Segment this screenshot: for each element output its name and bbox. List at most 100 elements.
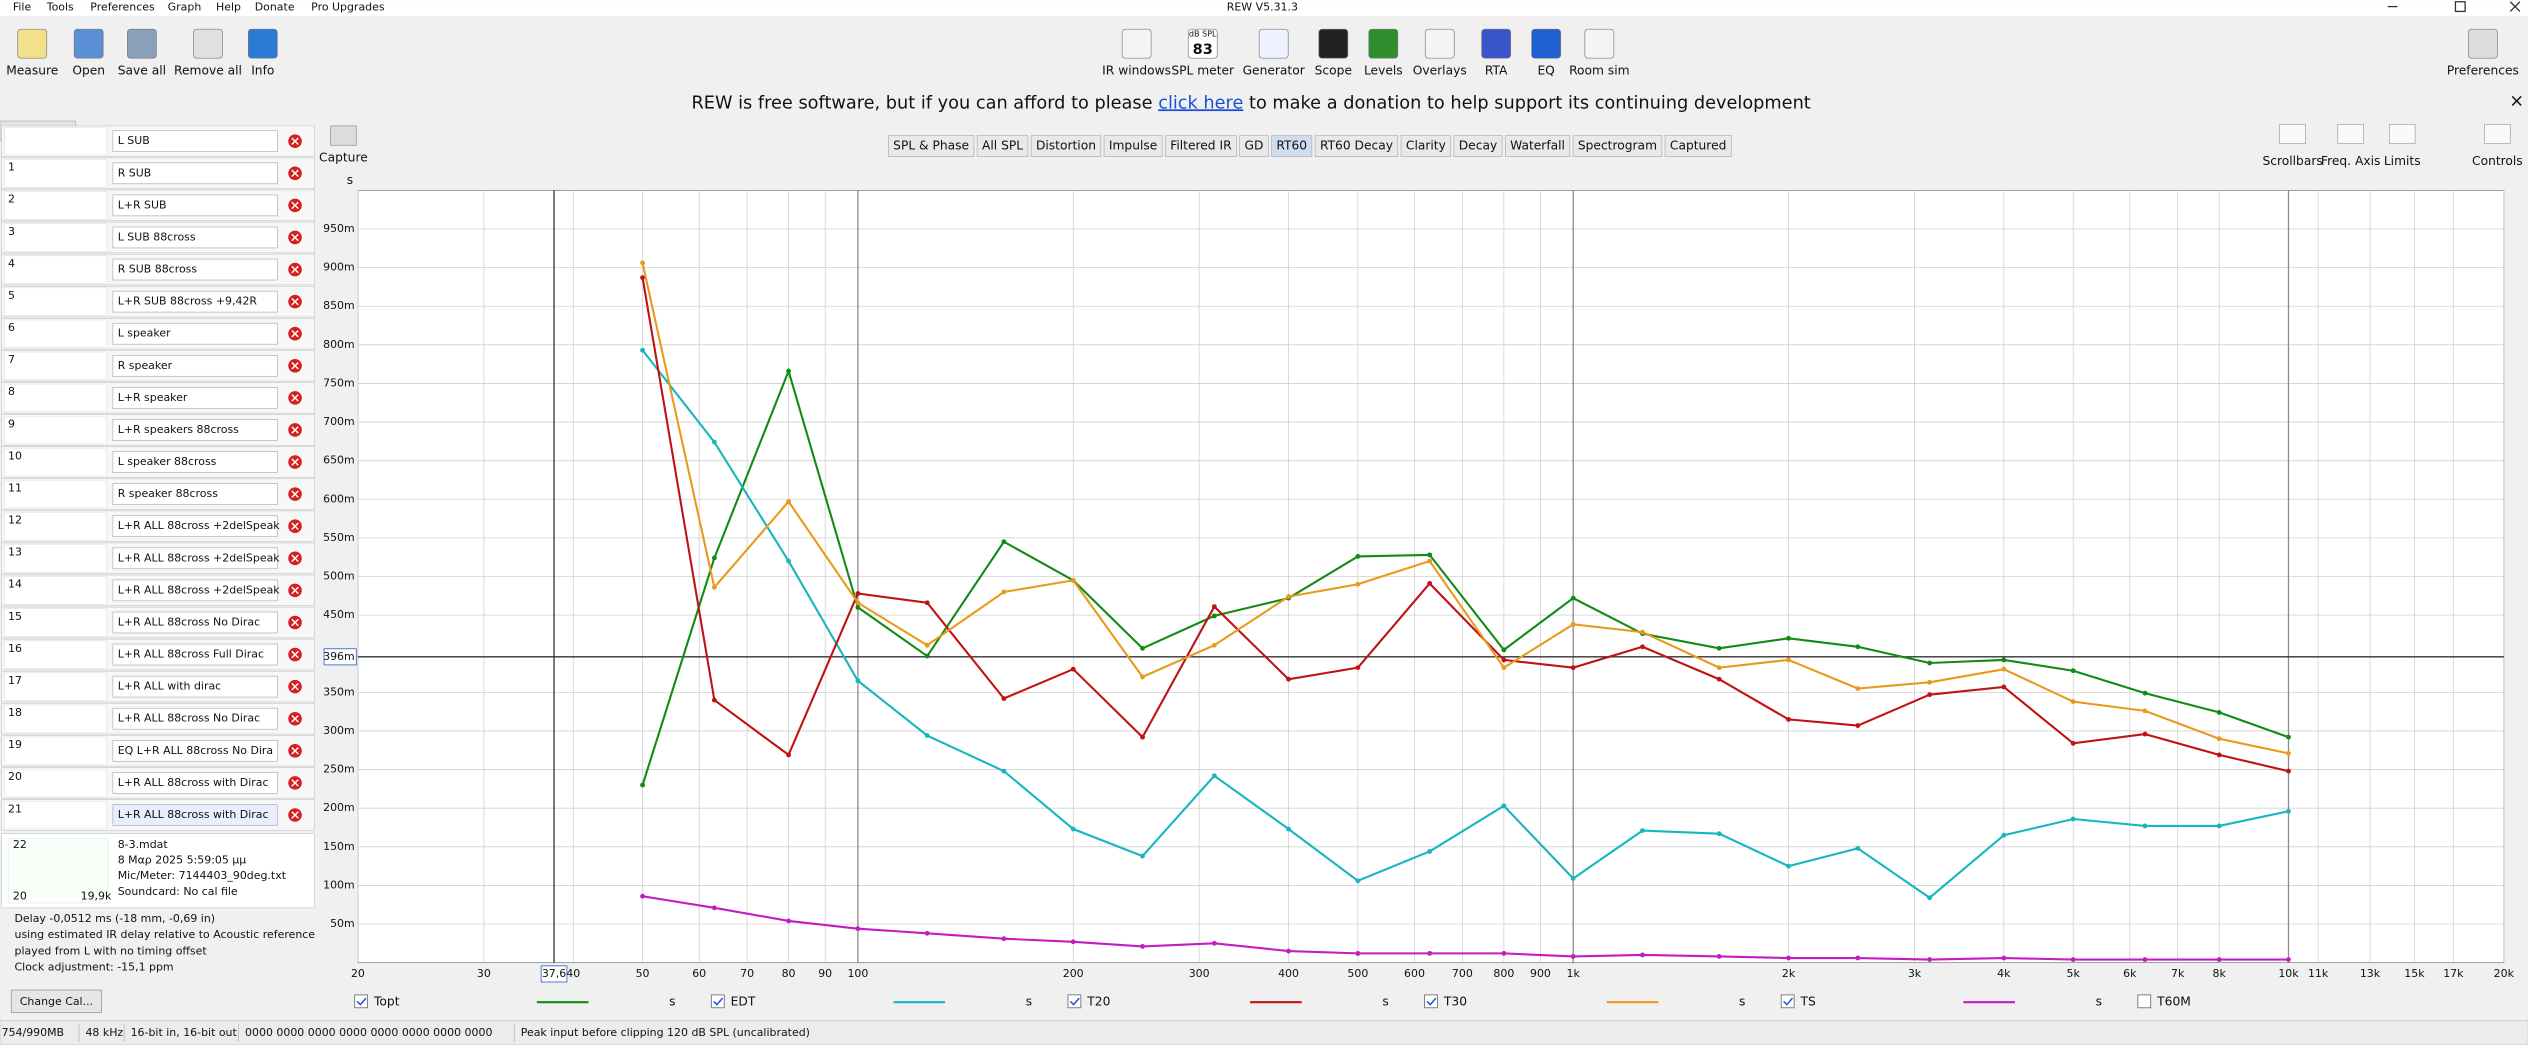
graph-tab-label[interactable]: Captured xyxy=(1670,139,1726,153)
measurement-name-box[interactable] xyxy=(112,387,278,409)
toolbar-icon[interactable] xyxy=(1424,28,1455,59)
graph-tab-label[interactable]: GD xyxy=(1245,139,1264,153)
graph-tab[interactable] xyxy=(888,135,975,157)
toolbar-label[interactable]: Levels xyxy=(1364,64,1403,78)
measurement-name-box[interactable] xyxy=(112,194,278,217)
graph-tab-label[interactable]: Decay xyxy=(1459,139,1497,153)
measurement-name[interactable]: L SUB 88cross xyxy=(118,230,196,243)
graph-tab-label[interactable]: Impulse xyxy=(1109,139,1157,153)
toolbar-icon[interactable] xyxy=(1187,28,1218,59)
legend-name[interactable]: T20 xyxy=(1086,995,1110,1009)
toolbar-icon[interactable] xyxy=(1368,28,1399,59)
graph-control-label[interactable]: Freq. Axis xyxy=(2321,154,2380,168)
graph-tab[interactable] xyxy=(1314,135,1399,157)
toolbar-icon[interactable] xyxy=(193,28,223,59)
toolbar-icon[interactable] xyxy=(1121,28,1152,59)
graph-tab-label[interactable]: RT60 xyxy=(1276,139,1307,153)
measurement-name[interactable]: L+R speaker xyxy=(118,391,188,404)
measurement-name[interactable]: L+R ALL 88cross +2delSpeak xyxy=(118,519,281,532)
toolbar-label[interactable]: RTA xyxy=(1485,64,1508,78)
graph-tab[interactable] xyxy=(1504,135,1571,157)
graph-control-label[interactable]: Limits xyxy=(2384,154,2421,168)
capture-label[interactable]: Capture xyxy=(319,151,368,165)
measurement-name[interactable]: L+R ALL 88cross Full Dirac xyxy=(118,648,264,661)
measurement-name-box[interactable] xyxy=(112,226,278,249)
measurement-name-box[interactable] xyxy=(112,130,278,153)
window-buttons[interactable] xyxy=(2387,1,2521,13)
measurement-name-box[interactable] xyxy=(112,739,278,762)
change-cal-button[interactable] xyxy=(10,989,102,1014)
measurement-name[interactable]: L+R ALL 88cross with Dirac xyxy=(118,776,269,789)
graph-tab-label[interactable]: SPL & Phase xyxy=(893,139,969,153)
graph-tab-label[interactable]: Waterfall xyxy=(1510,139,1565,153)
legend-checkbox[interactable] xyxy=(1424,994,1438,1009)
measurement-name-box[interactable] xyxy=(112,707,278,730)
toolbar-label[interactable]: Room sim xyxy=(1569,64,1630,78)
measurement-name[interactable]: L+R ALL with dirac xyxy=(118,680,222,693)
toolbar-icon[interactable] xyxy=(17,28,48,59)
toolbar-icon[interactable] xyxy=(1258,28,1289,59)
measurement-name[interactable]: R speaker xyxy=(118,359,173,372)
measurement-name-box[interactable] xyxy=(112,354,278,377)
measurement-name-box[interactable] xyxy=(112,675,278,698)
measurement-name-box[interactable] xyxy=(112,162,278,185)
measurement-name[interactable]: L+R ALL 88cross +2delSpeak xyxy=(118,583,281,596)
change-cal-label[interactable]: Change Cal... xyxy=(20,995,93,1008)
legend-checkbox[interactable] xyxy=(1780,994,1795,1009)
legend-checkbox[interactable] xyxy=(710,994,725,1009)
toolbar-icon[interactable] xyxy=(1584,28,1615,59)
graph-tab[interactable] xyxy=(1103,135,1163,157)
graph-tab[interactable] xyxy=(1271,135,1313,157)
measurement-name-box[interactable] xyxy=(112,547,278,570)
graph-tab[interactable] xyxy=(976,135,1029,157)
measurement-name-box[interactable] xyxy=(112,483,278,505)
graph-control-icon[interactable] xyxy=(2389,123,2416,144)
measurement-name[interactable]: L SUB xyxy=(118,134,150,147)
measurement-name-box[interactable] xyxy=(112,419,278,441)
measurement-name-box[interactable] xyxy=(112,772,278,794)
measurement-name-box[interactable] xyxy=(112,579,278,602)
graph-tab[interactable] xyxy=(1453,135,1503,157)
toolbar-icon[interactable] xyxy=(127,28,157,59)
graph-tab-label[interactable]: All SPL xyxy=(982,139,1023,153)
legend-name[interactable]: Topt xyxy=(373,995,400,1009)
measurement-name[interactable]: L speaker 88cross xyxy=(118,455,217,468)
legend-name[interactable]: T60M xyxy=(2156,995,2191,1009)
measurement-name[interactable]: R SUB xyxy=(118,166,152,179)
legend-checkbox[interactable] xyxy=(2137,994,2152,1009)
measurement-name[interactable]: L+R SUB 88cross +9,42R xyxy=(118,295,258,308)
graph-control-icon[interactable] xyxy=(2279,123,2306,144)
measurement-name-box[interactable] xyxy=(112,515,278,538)
legend-name[interactable]: T30 xyxy=(1443,995,1467,1009)
toolbar-icon[interactable] xyxy=(1531,28,1561,59)
capture-icon[interactable] xyxy=(330,125,357,146)
toolbar-icon[interactable] xyxy=(1318,28,1349,59)
graph-tab[interactable] xyxy=(1165,135,1237,157)
measurement-name-box[interactable] xyxy=(112,322,278,345)
graph-tab-label[interactable]: Clarity xyxy=(1406,139,1446,153)
legend-checkbox[interactable] xyxy=(354,994,368,1009)
graph-tab-label[interactable]: Filtered IR xyxy=(1170,139,1232,153)
graph-tab[interactable] xyxy=(1664,135,1732,157)
graph-control-icon[interactable] xyxy=(2337,123,2364,144)
toolbar-label[interactable]: EQ xyxy=(1537,64,1554,78)
close-banner[interactable]: × xyxy=(2509,92,2524,112)
toolbar-icon[interactable] xyxy=(2468,28,2498,59)
graph-tab[interactable] xyxy=(1572,135,1663,157)
toolbar-label[interactable]: Open xyxy=(72,64,105,78)
legend-name[interactable]: EDT xyxy=(731,995,756,1009)
toolbar-label[interactable]: IR windows xyxy=(1102,64,1171,78)
measurement-name[interactable]: L+R speakers 88cross xyxy=(118,423,239,436)
measurement-name-box[interactable] xyxy=(112,804,278,826)
menu-item[interactable]: File xyxy=(13,0,32,13)
menu-item[interactable]: Tools xyxy=(46,0,74,13)
toolbar-label[interactable]: SPL meter xyxy=(1171,64,1235,78)
measurement-name[interactable]: L+R ALL 88cross No Dirac xyxy=(118,712,260,725)
toolbar-label[interactable]: Info xyxy=(251,64,274,78)
toolbar-label[interactable]: Generator xyxy=(1243,64,1306,78)
legend-checkbox[interactable] xyxy=(1067,994,1082,1009)
toolbar-label[interactable]: Save all xyxy=(118,64,166,78)
measurement-name-box[interactable] xyxy=(112,290,278,313)
toolbar-label[interactable]: Remove all xyxy=(174,64,242,78)
graph-tab[interactable] xyxy=(1030,135,1102,157)
